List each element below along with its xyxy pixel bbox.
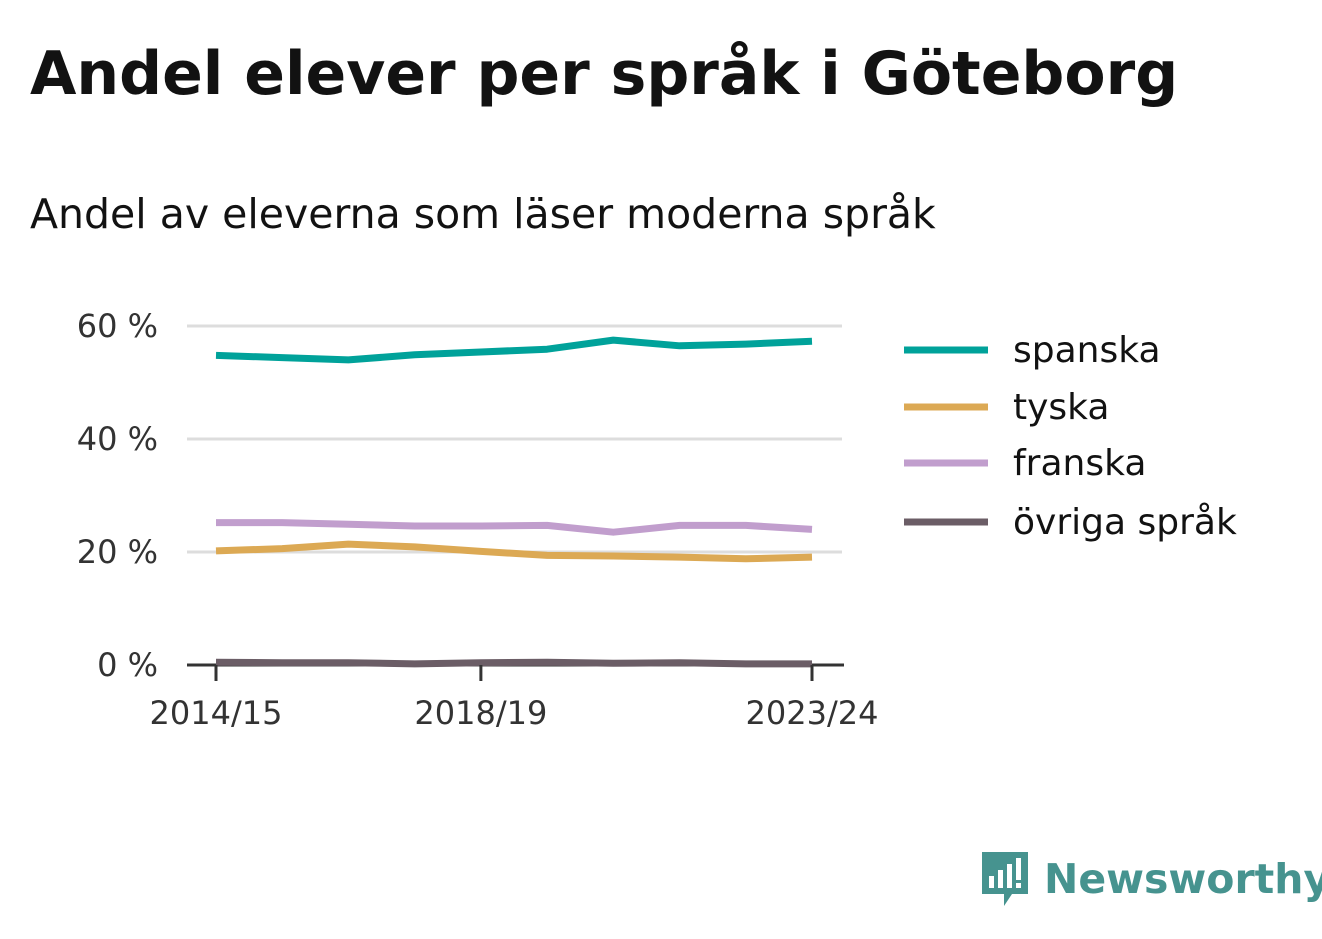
legend-label: tyska — [1013, 387, 1109, 428]
series-lines — [215, 336, 813, 668]
y-tick-label: 20 % — [77, 533, 158, 571]
x-tick-label: 2023/24 — [746, 694, 879, 732]
y-axis-ticks: 0 % 20 % 40 % 60 % — [77, 307, 158, 684]
chart-subtitle: Andel av eleverna som läser moderna språ… — [30, 190, 936, 238]
legend: spanska tyska franska övriga språk — [904, 330, 1237, 543]
y-tick-label: 0 % — [97, 646, 158, 684]
y-tick-label: 60 % — [77, 307, 158, 345]
series-line-franska — [216, 519, 813, 536]
legend-label: spanska — [1013, 330, 1161, 371]
newsworthy-logo: Newsworthy — [980, 848, 1322, 910]
series-line-spanska — [215, 336, 813, 364]
chart-title: Andel elever per språk i Göteborg — [30, 39, 1179, 109]
legend-item: spanska — [904, 330, 1161, 371]
series-line-övriga-språk — [215, 658, 812, 668]
logo-text: Newsworthy — [1044, 855, 1322, 903]
legend-label: övriga språk — [1013, 502, 1237, 543]
newsworthy-logo-icon — [982, 852, 1028, 906]
legend-label: franska — [1013, 443, 1146, 484]
x-axis-ticks: 2014/15 2018/19 2023/24 — [150, 665, 879, 732]
y-tick-label: 40 % — [77, 420, 158, 458]
x-tick-label: 2018/19 — [414, 694, 547, 732]
series-line-tyska — [215, 540, 813, 563]
legend-item: franska — [904, 443, 1146, 484]
legend-item: tyska — [904, 387, 1109, 428]
x-tick-label: 2014/15 — [150, 694, 283, 732]
legend-item: övriga språk — [904, 502, 1237, 543]
